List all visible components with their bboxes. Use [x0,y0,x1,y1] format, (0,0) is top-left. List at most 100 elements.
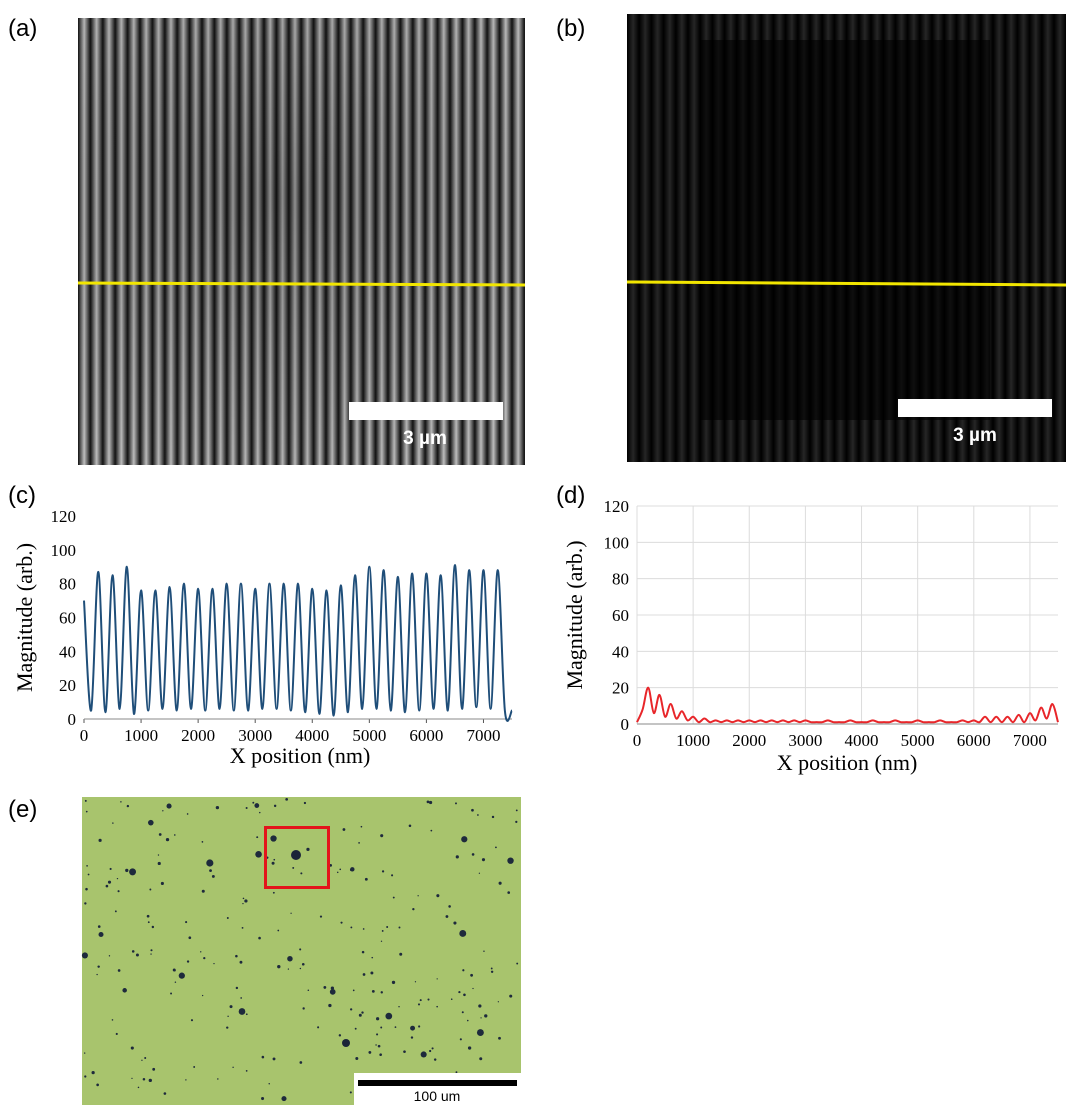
particle [245,1070,248,1072]
particle [410,1036,414,1039]
x-tick-label: 4000 [845,731,879,750]
particle [261,1097,265,1101]
particle [229,1005,233,1009]
scale-bar [349,402,503,420]
particle [178,972,185,979]
particle [201,994,204,997]
particle [163,1092,167,1095]
particle [130,1046,134,1050]
particle [355,1056,359,1060]
particle [85,810,88,813]
profile-line [626,280,1066,287]
particle [239,960,243,964]
particle [317,1026,320,1029]
y-tick-label: 40 [612,642,629,661]
particle [428,800,433,805]
particle [371,956,374,959]
particle [152,1067,156,1071]
particle [323,985,327,989]
particle [109,867,112,871]
particle [398,1005,400,1008]
particle [245,807,248,810]
particle [272,1057,276,1061]
particle [391,874,394,877]
particle [471,808,474,812]
particle [394,1026,397,1028]
particle [146,914,150,918]
y-tick-label: 100 [604,533,630,552]
profile-line [77,281,526,287]
particle [148,1078,152,1083]
particle [166,803,172,809]
particle [238,1008,246,1015]
particle [120,801,122,803]
particle [287,968,290,970]
particle [349,1008,353,1011]
particle [350,867,355,872]
particle [436,1005,438,1008]
x-tick-label: 7000 [1013,731,1047,750]
particle [478,1004,482,1008]
x-tick-label: 7000 [466,726,500,745]
x-tick-label: 0 [633,731,642,750]
particle [115,1032,118,1036]
particle [336,871,339,874]
panel-label: (e) [8,796,37,823]
particle [507,891,511,894]
particle [172,968,176,972]
particle [507,857,514,864]
particle [498,1036,501,1040]
particle [186,960,190,963]
panel-label: (a) [8,15,37,42]
particle [462,969,465,972]
particle [116,877,119,880]
particle [201,841,204,843]
particle [108,955,111,957]
particle [259,811,261,814]
particle [131,1077,133,1080]
particle [81,952,88,959]
particle [515,820,518,823]
particle [226,1026,229,1029]
x-tick-label: 1000 [124,726,158,745]
panel-label: (d) [556,482,585,509]
particle [273,858,276,861]
particle [470,973,474,977]
particle [330,986,335,990]
particle [349,1091,352,1094]
particle [252,801,255,804]
particle [419,999,422,1002]
particle [342,828,346,831]
particle [150,953,152,955]
particle [430,829,433,832]
particle [403,1050,406,1054]
particle [479,1057,483,1061]
particle [380,991,383,994]
particle [354,1027,357,1030]
particle [417,1003,421,1006]
particle [352,989,355,992]
y-tick-label: 80 [59,575,76,594]
particle [364,877,368,881]
particle [149,888,152,891]
particle [455,1071,458,1074]
particle [379,1053,383,1057]
x-tick-label: 2000 [181,726,215,745]
particle [165,837,170,842]
particle [96,973,98,976]
particle [370,971,374,975]
particle [242,897,245,900]
particle [188,936,192,940]
y-tick-label: 80 [612,570,629,589]
particle [292,866,295,869]
particle [97,965,100,968]
particle [478,872,481,874]
particle [453,921,457,925]
particle [186,813,189,815]
particle [410,1025,416,1031]
particle [242,902,244,905]
particle [461,1011,464,1014]
particle [329,988,336,995]
particle [151,925,155,929]
particle [340,921,343,924]
